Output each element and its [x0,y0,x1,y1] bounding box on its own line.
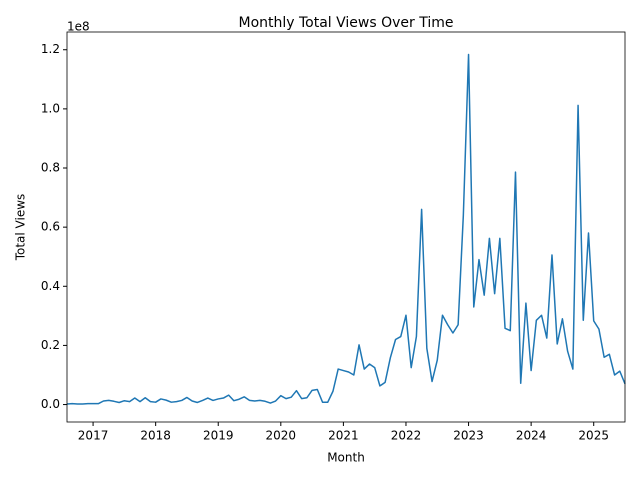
x-tick-label: 2024 [516,429,547,443]
x-tick-label: 2023 [453,429,484,443]
y-axis-label: Total Views [14,194,28,262]
y-tick-label: 0.0 [41,397,60,411]
x-tick-label: 2018 [140,429,171,443]
y-tick-label: 1.0 [41,101,60,115]
y-tick-label: 0.8 [41,161,60,175]
x-tick-label: 2020 [266,429,297,443]
plot-frame [66,31,626,423]
x-tick-label: 2017 [78,429,109,443]
y-tick-label: 0.2 [41,338,60,352]
y-tick-label: 0.6 [41,220,60,234]
y-tick-label: 0.4 [41,279,60,293]
x-tick-label: 2021 [328,429,359,443]
chart-title: Monthly Total Views Over Time [238,15,453,31]
x-tick-label: 2019 [203,429,234,443]
y-tick-label: 1.2 [41,42,60,56]
x-axis-label: Month [327,451,365,465]
y-offset-label: 1e8 [67,20,90,34]
data-line [66,53,626,405]
x-tick-label: 2022 [391,429,422,443]
x-tick-label: 2025 [578,429,609,443]
